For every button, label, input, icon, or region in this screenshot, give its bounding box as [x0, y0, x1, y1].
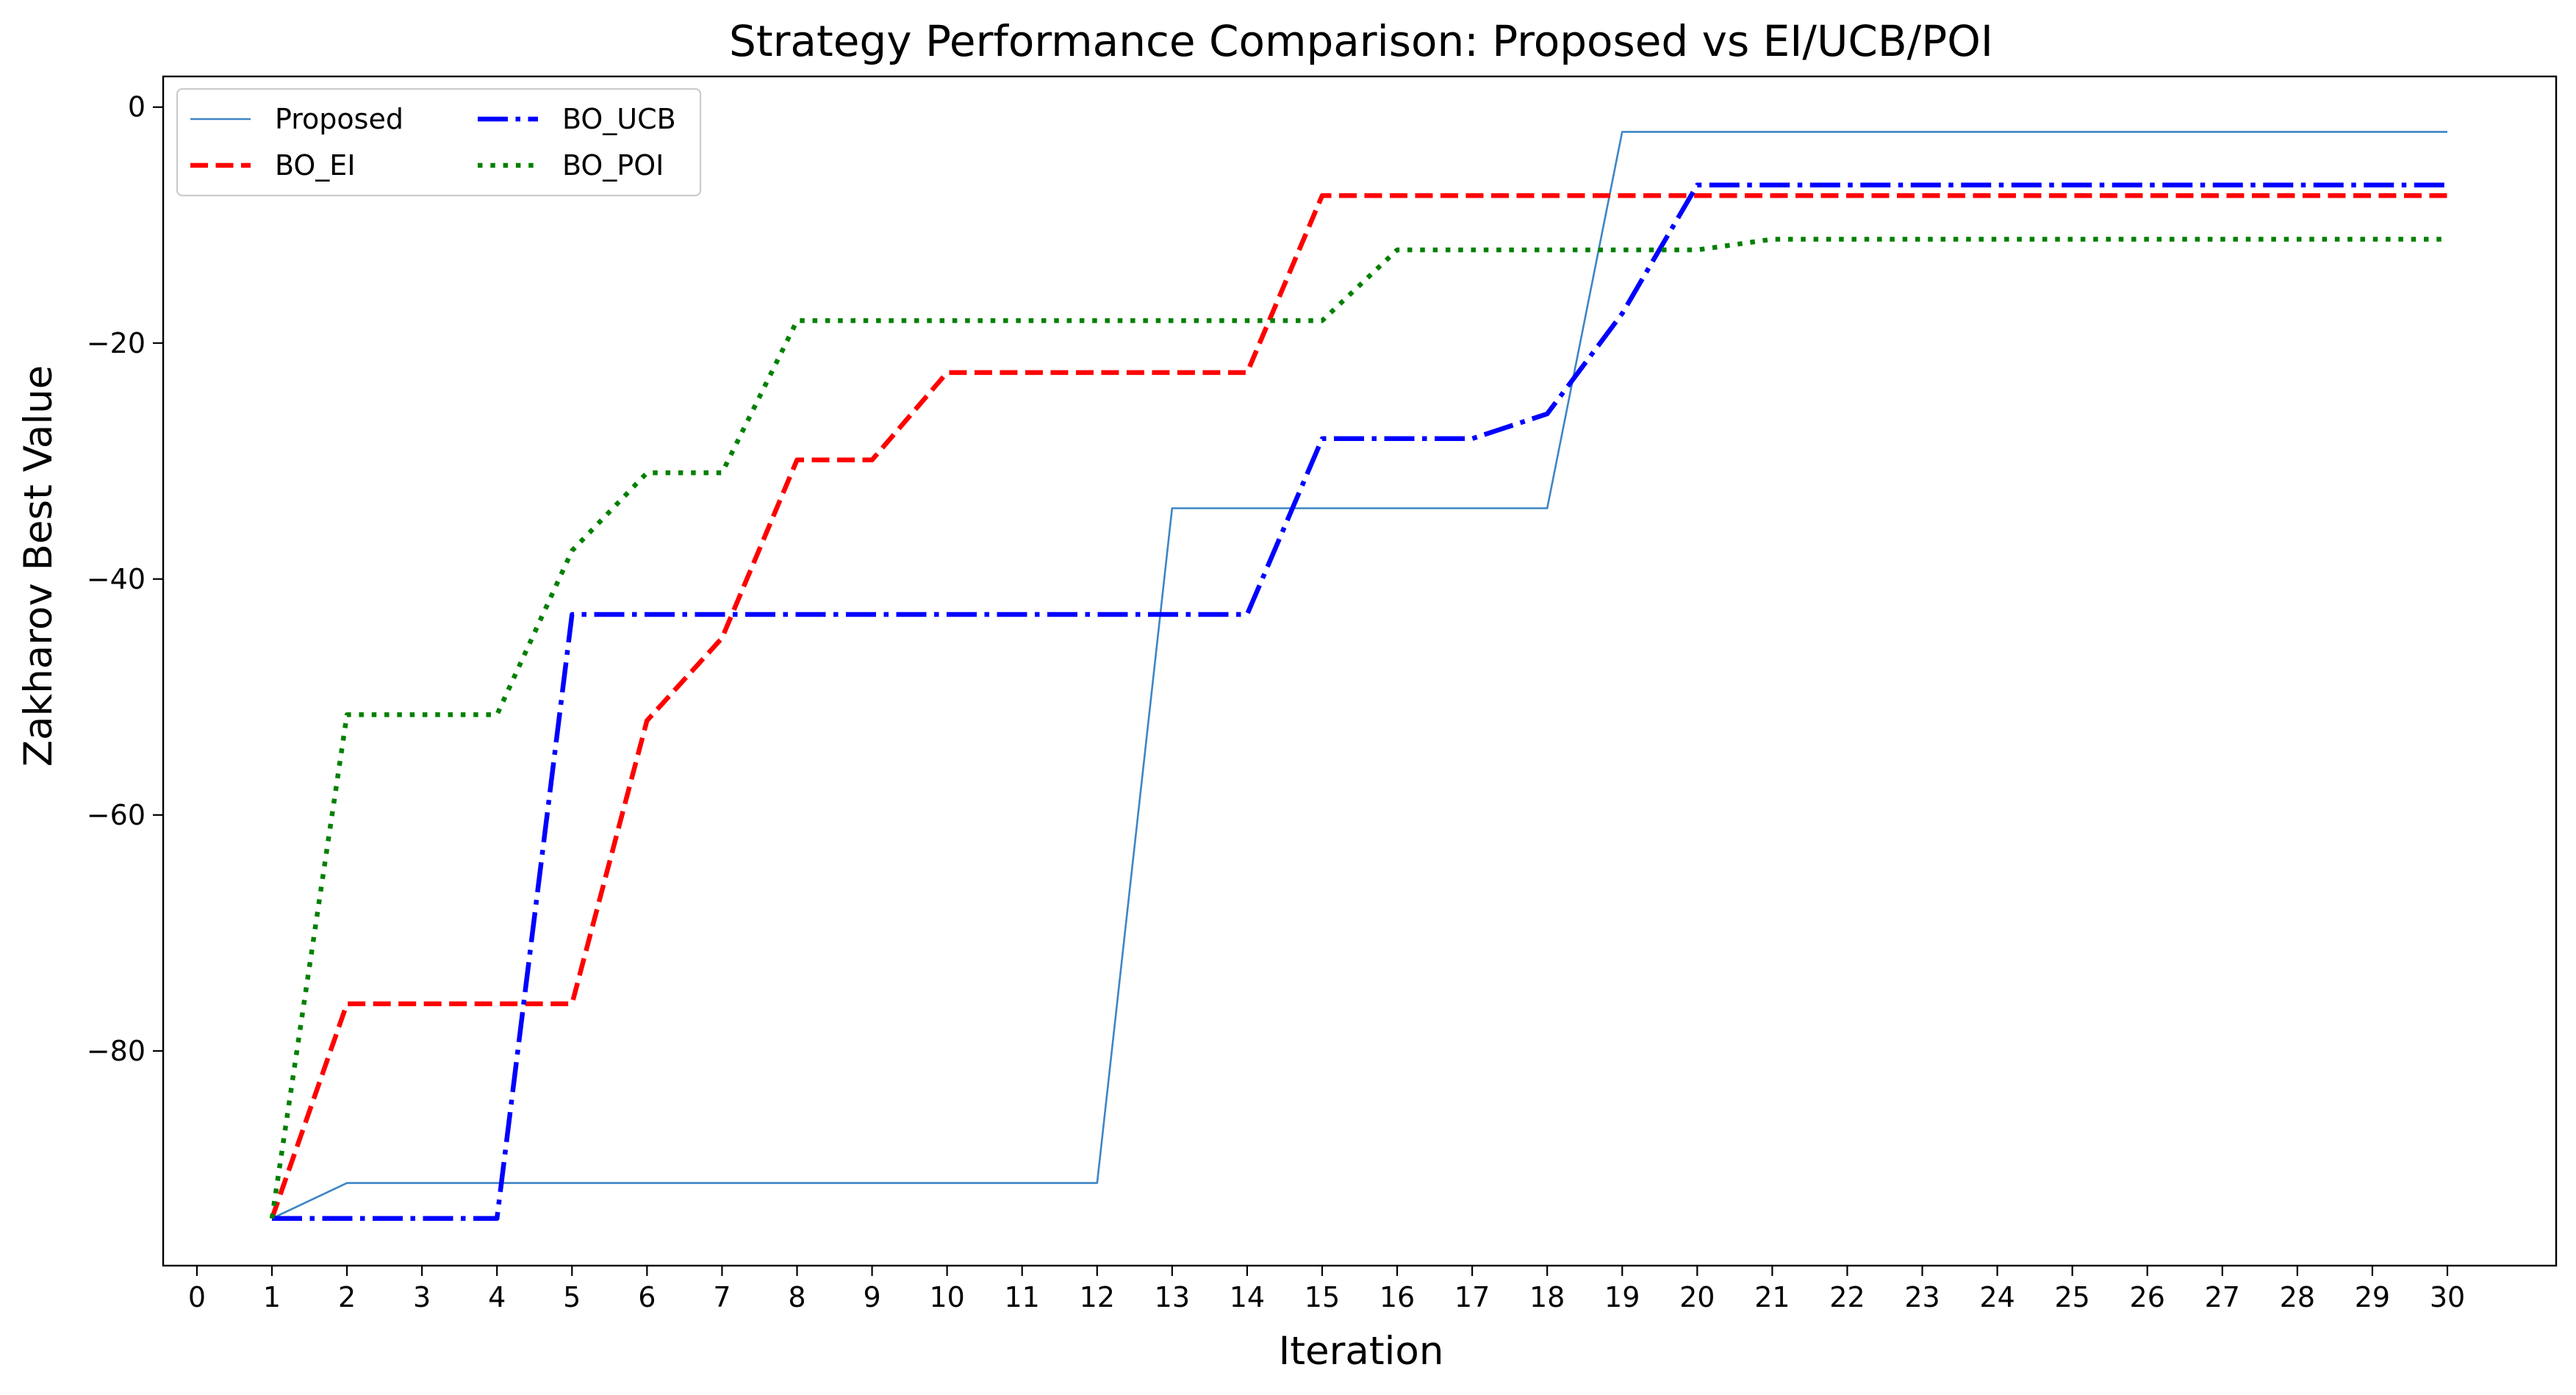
x-tick-label: 23 [1904, 1281, 1940, 1313]
series-line-bo-ucb [272, 182, 2447, 1222]
x-tick-label: 19 [1604, 1281, 1640, 1313]
x-axis: 0 1 2 3 4 5 6 7 8 9 10 11 12 13 14 15 16 17 18 19 20 21 22 23 24… [188, 1266, 2465, 1313]
x-tick-label: 20 [1679, 1281, 1715, 1313]
x-tick-label: 26 [2130, 1281, 2165, 1313]
x-tick-label: 30 [2430, 1281, 2465, 1313]
x-tick-label: 2 [338, 1281, 356, 1313]
x-tick-label: 17 [1454, 1281, 1490, 1313]
x-tick-label: 28 [2280, 1281, 2315, 1313]
x-tick-label: 8 [788, 1281, 806, 1313]
legend-label: BO_EI [275, 149, 356, 182]
y-tick-label: −40 [87, 563, 146, 595]
x-tick-label: 15 [1305, 1281, 1340, 1313]
x-axis-label: Iteration [1279, 1329, 1444, 1374]
legend: Proposed BO_EI BO_UCB BO_POI [176, 87, 702, 197]
x-tick-label: 16 [1380, 1281, 1415, 1313]
legend-label: Proposed [275, 103, 403, 135]
y-axis-label: Zakharov Best Value [16, 365, 61, 767]
x-tick-label: 1 [263, 1281, 281, 1313]
legend-label: BO_UCB [562, 103, 676, 135]
legend-label: BO_POI [562, 149, 664, 182]
legend-box [176, 87, 702, 197]
x-tick-label: 13 [1155, 1281, 1190, 1313]
x-tick-label: 27 [2205, 1281, 2240, 1313]
x-tick-label: 11 [1005, 1281, 1040, 1313]
x-tick-label: 10 [929, 1281, 964, 1313]
y-tick-label: −60 [87, 799, 146, 831]
x-tick-label: 22 [1829, 1281, 1865, 1313]
x-tick-label: 14 [1230, 1281, 1265, 1313]
x-tick-label: 5 [563, 1281, 581, 1313]
y-axis: −80 −60 −40 −20 0 [87, 91, 163, 1067]
chart-title: Strategy Performance Comparison: Propose… [729, 16, 1993, 66]
plot-frame [162, 75, 2558, 1267]
x-tick-label: 21 [1754, 1281, 1790, 1313]
x-tick-label: 4 [488, 1281, 506, 1313]
x-tick-label: 7 [713, 1281, 731, 1313]
series-line-bo-poi [269, 237, 2447, 1219]
x-tick-label: 6 [638, 1281, 656, 1313]
y-tick-label: −80 [87, 1035, 146, 1067]
y-tick-label: 0 [128, 91, 146, 123]
series-line-bo-ei [269, 193, 2447, 1219]
series-line-proposed [271, 131, 2447, 1219]
x-tick-label: 12 [1080, 1281, 1115, 1313]
x-tick-label: 29 [2355, 1281, 2390, 1313]
x-tick-label: 9 [863, 1281, 880, 1313]
x-tick-label: 3 [413, 1281, 431, 1313]
y-tick-label: −20 [87, 327, 146, 359]
x-tick-label: 0 [188, 1281, 206, 1313]
x-tick-label: 24 [1979, 1281, 2014, 1313]
x-tick-label: 25 [2054, 1281, 2089, 1313]
x-tick-label: 18 [1529, 1281, 1565, 1313]
plot-lines [269, 131, 2447, 1222]
